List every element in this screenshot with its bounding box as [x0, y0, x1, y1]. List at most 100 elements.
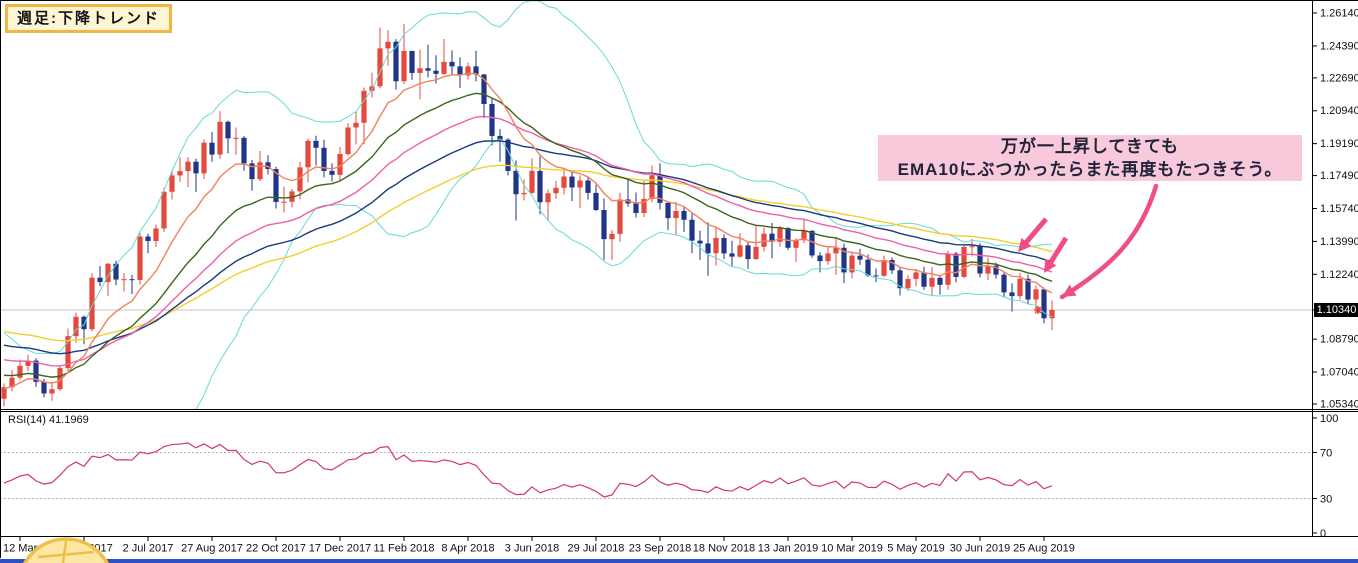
- price-axis-label: 1.15740: [1320, 203, 1358, 215]
- candle-body: [425, 68, 431, 71]
- candle-body: [529, 170, 535, 193]
- candle-body: [577, 180, 583, 188]
- candle-body: [457, 66, 463, 76]
- candle-body: [1009, 292, 1015, 297]
- annotation-note-line2: EMA10にぶつかったらまた再度もたつきそう。: [897, 160, 1283, 179]
- candle-body: [145, 236, 151, 242]
- date-axis-label: 30 Jun 2019: [950, 543, 1011, 555]
- candle-body: [937, 277, 943, 285]
- candle-body: [305, 140, 311, 168]
- candle-body: [697, 240, 703, 244]
- date-axis-label: 3 Jun 2018: [505, 543, 559, 555]
- bollinger-lower-line: [195, 138, 1053, 409]
- candle-body: [401, 50, 407, 82]
- candle-body: [433, 70, 439, 74]
- candle-body: [1049, 310, 1055, 319]
- price-axis-label: 1.05340: [1320, 398, 1358, 410]
- candle-body: [993, 265, 999, 275]
- rsi-panel[interactable]: [0, 442, 1312, 499]
- candle-body: [713, 238, 719, 254]
- candle-body: [209, 142, 215, 155]
- candle-body: [497, 135, 503, 140]
- price-axis-label: 1.17490: [1320, 170, 1358, 182]
- candle-body: [801, 230, 807, 241]
- candle-body: [921, 272, 927, 287]
- date-axis-label: 5 May 2019: [887, 543, 944, 555]
- candle-body: [81, 316, 87, 330]
- candle-body: [265, 162, 271, 170]
- candle-body: [193, 161, 199, 174]
- candle-body: [585, 180, 591, 193]
- annotation-note-box: 万が一上昇してきても EMA10にぶつかったらまた再度もたつきそう。: [878, 135, 1302, 181]
- candle-body: [721, 238, 727, 254]
- candle-body: [129, 279, 135, 281]
- candle-body: [393, 41, 399, 82]
- date-axis-label: 8 Apr 2018: [441, 543, 494, 555]
- candle-body: [345, 127, 351, 154]
- candle-body: [641, 198, 647, 214]
- rsi-axis-label: 0: [1320, 528, 1326, 540]
- candle-body: [689, 219, 695, 241]
- candlestick-series: [1, 23, 1055, 407]
- arrowhead: [1018, 237, 1032, 252]
- candle-body: [473, 66, 479, 75]
- candle-body: [825, 253, 831, 262]
- candle-body: [609, 233, 615, 240]
- candle-body: [505, 139, 511, 171]
- candle-body: [385, 41, 391, 49]
- candle-body: [657, 175, 663, 203]
- date-axis-label: 23 Sep 2018: [629, 543, 691, 555]
- date-axis-label: 11 Feb 2018: [374, 543, 435, 555]
- candle-body: [217, 121, 223, 155]
- date-axis-label: 2 Jul 2017: [123, 543, 174, 555]
- date-axis-label: 22 Oct 2017: [246, 543, 306, 555]
- note-arrow: [1046, 236, 1069, 267]
- candle-body: [897, 270, 903, 289]
- candle-body: [849, 255, 855, 273]
- candle-body: [409, 50, 415, 73]
- candle-body: [705, 243, 711, 254]
- candle-body: [617, 199, 623, 234]
- rsi-axis-label: 30: [1320, 494, 1332, 506]
- candle-body: [321, 147, 327, 171]
- note-arrow-curved: [1059, 183, 1159, 300]
- price-axis-label: 1.22690: [1320, 72, 1358, 84]
- candle-body: [65, 336, 71, 369]
- bollinger-upper-line: [3, 0, 1053, 355]
- rsi-line: [3, 442, 1053, 498]
- candle-body: [329, 170, 335, 175]
- candle-body: [1001, 274, 1007, 293]
- date-axis-label: 27 Aug 2017: [181, 543, 243, 555]
- candle-body: [681, 210, 687, 220]
- candle-body: [857, 255, 863, 260]
- candle-body: [777, 228, 783, 242]
- candle-body: [417, 68, 423, 73]
- candle-body: [633, 203, 639, 214]
- candle-body: [465, 66, 471, 76]
- candle-body: [1025, 278, 1031, 300]
- rsi-axis-label: 100: [1320, 413, 1338, 425]
- candle-body: [281, 201, 287, 203]
- candle-body: [17, 365, 23, 378]
- candle-body: [865, 259, 871, 276]
- candle-body: [105, 263, 111, 282]
- candle-body: [753, 246, 759, 260]
- candle-body: [41, 381, 47, 394]
- candle-body: [977, 246, 983, 274]
- candle-body: [89, 277, 95, 330]
- candle-body: [73, 316, 79, 337]
- candle-body: [353, 122, 359, 128]
- candle-body: [841, 247, 847, 273]
- candle-body: [177, 171, 183, 176]
- candle-body: [809, 230, 815, 256]
- current-price-badge: 1.10340: [1314, 303, 1358, 317]
- date-axis-label: 29 Jul 2018: [568, 543, 625, 555]
- price-panel[interactable]: [0, 0, 1312, 439]
- candle-body: [441, 61, 447, 74]
- annotation-arrows: [1018, 183, 1159, 300]
- candle-body: [377, 48, 383, 87]
- candle-body: [113, 263, 119, 280]
